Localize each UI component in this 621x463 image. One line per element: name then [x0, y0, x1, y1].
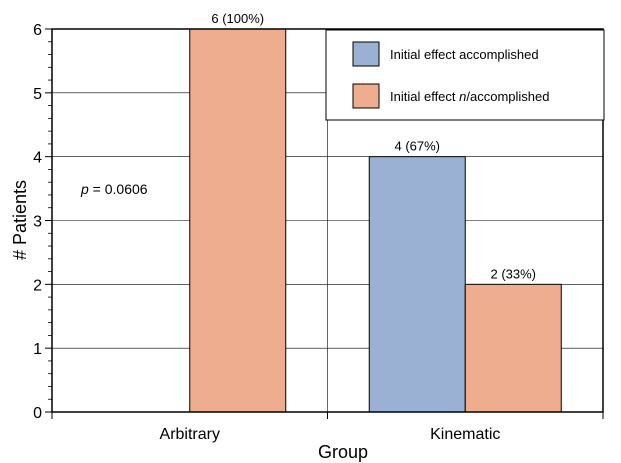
legend-label-accomplished: Initial effect accomplished	[390, 47, 539, 62]
y-axis: 0 1 2 3 4 5 6	[33, 22, 52, 422]
bar-kinematic-series-0	[369, 157, 465, 412]
bar-kinematic-series-1	[465, 284, 561, 412]
data-label-arbitrary-series-1: 6 (100%)	[211, 11, 264, 26]
y-tick-label-0: 0	[33, 405, 42, 422]
legend-label-suffix: /accomplished	[466, 89, 549, 104]
y-tick-label-5: 5	[33, 86, 42, 103]
y-tick-label-1: 1	[33, 341, 42, 358]
y-tick-label-3: 3	[33, 214, 42, 231]
bar-arbitrary-series-1	[190, 29, 286, 412]
legend-label-prefix: Initial effect	[390, 89, 459, 104]
legend: Initial effect accomplished Initial effe…	[326, 30, 604, 120]
y-axis-title: # Patients	[10, 180, 30, 260]
legend-swatch-accomplished	[353, 42, 379, 66]
legend-label-italic-n: n	[459, 89, 466, 104]
data-label-kinematic-series-0: 4 (67%)	[394, 139, 440, 154]
legend-label-not-accomplished: Initial effect n/accomplished	[390, 89, 549, 104]
x-tick-label-kinematic: Kinematic	[430, 426, 500, 443]
data-label-kinematic-series-1: 2 (33%)	[490, 266, 536, 281]
legend-swatch-not-accomplished	[353, 84, 379, 108]
p-value-text: = 0.0606	[89, 181, 148, 197]
x-axis: Arbitrary Kinematic	[52, 412, 603, 443]
p-value-annotation: p = 0.0606	[80, 181, 148, 197]
y-tick-label-6: 6	[33, 22, 42, 39]
p-value-variable: p	[80, 181, 89, 197]
y-tick-label-4: 4	[33, 150, 42, 167]
x-tick-label-arbitrary: Arbitrary	[160, 426, 220, 443]
x-axis-title: Group	[318, 442, 368, 462]
y-tick-label-2: 2	[33, 277, 42, 294]
